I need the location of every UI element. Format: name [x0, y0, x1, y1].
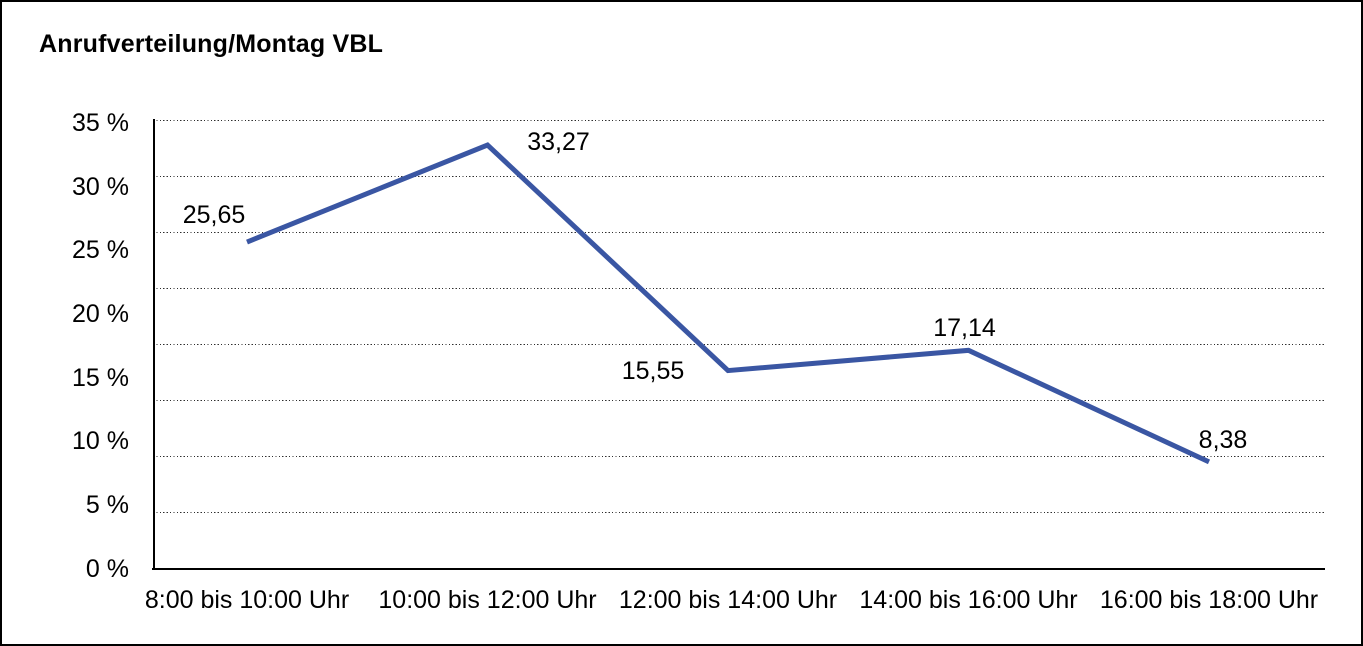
x-axis-line: [152, 567, 1325, 570]
h-gridline: [153, 119, 1325, 121]
data-point-label: 25,65: [182, 201, 246, 229]
y-tick-label: 15 %: [72, 363, 129, 392]
x-category-label: 14:00 bis 16:00 Uhr: [859, 586, 1078, 614]
data-point-label: 15,55: [621, 356, 685, 385]
y-tick-label: 35 %: [72, 109, 129, 137]
h-gridline: [153, 400, 1325, 402]
data-point-label: 8,38: [1198, 425, 1248, 454]
h-gridline: [153, 512, 1325, 514]
data-point-label: 17,14: [933, 314, 996, 343]
h-gridline: [153, 175, 1325, 177]
data-point-label: 33,27: [527, 128, 590, 157]
y-tick-label: 25 %: [72, 236, 129, 265]
y-tick-label: 20 %: [72, 299, 129, 328]
x-category-label: 12:00 bis 14:00 Uhr: [618, 586, 838, 614]
y-tick-label: 5 %: [85, 490, 129, 519]
h-gridline: [153, 344, 1325, 345]
series-polyline: [246, 142, 1211, 465]
y-tick-label: 10 %: [72, 427, 129, 456]
h-gridline: [153, 287, 1325, 289]
h-gridline: [153, 231, 1325, 233]
x-category-label: 10:00 bis 12:00 Uhr: [378, 586, 597, 614]
x-category-label: 8:00 bis 10:00 Uhr: [144, 586, 350, 614]
chart-title: Anrufverteilung/Montag VBL: [39, 30, 384, 58]
y-tick-label: 30 %: [72, 172, 129, 201]
h-gridline: [153, 456, 1325, 458]
x-category-label: 16:00 bis 18:00 Uhr: [1099, 586, 1319, 614]
y-axis-line: [153, 118, 155, 570]
y-tick-label: 0 %: [85, 554, 129, 583]
